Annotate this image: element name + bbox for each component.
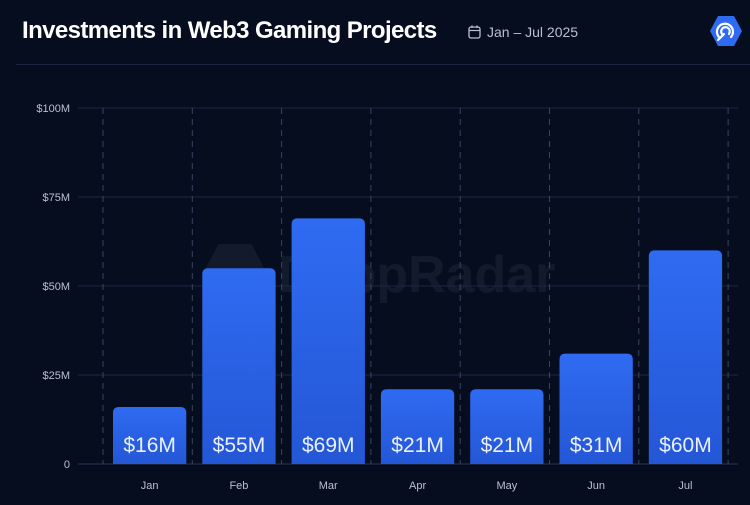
x-tick-label: Apr [409, 480, 426, 492]
header-divider [16, 64, 750, 65]
chart-title: Investments in Web3 Gaming Projects [22, 17, 437, 44]
y-tick-label: 0 [64, 459, 70, 471]
x-tick-label: Jul [678, 480, 692, 492]
bar-apr [380, 389, 455, 464]
date-range-text: Jan – Jul 2025 [487, 24, 579, 40]
bar-may [470, 389, 544, 464]
y-tick-label: $75M [42, 192, 70, 204]
x-tick-label: Jan [141, 480, 159, 492]
date-range: Jan – Jul 2025 [468, 24, 578, 40]
bar-jun [559, 353, 633, 464]
y-tick-label: $100M [36, 103, 70, 115]
data-label: $69M [302, 434, 355, 457]
x-tick-label: Feb [229, 480, 248, 492]
x-tick-label: Mar [319, 480, 338, 492]
bar-feb [202, 268, 276, 464]
data-label: $55M [213, 434, 266, 457]
y-tick-label: $50M [42, 281, 70, 293]
data-label: $16M [123, 434, 176, 457]
y-tick-label: $25M [42, 370, 70, 382]
bar-jul [648, 250, 723, 464]
data-label: $21M [391, 434, 444, 457]
dappradar-logo-icon [710, 16, 742, 46]
bar-mar [291, 218, 365, 464]
data-label: $21M [481, 434, 534, 457]
data-label: $31M [570, 434, 623, 457]
data-label: $60M [659, 434, 712, 457]
calendar-icon [468, 25, 481, 39]
bar-jan [113, 407, 187, 464]
x-tick-label: May [496, 480, 517, 492]
x-tick-label: Jun [587, 480, 605, 492]
